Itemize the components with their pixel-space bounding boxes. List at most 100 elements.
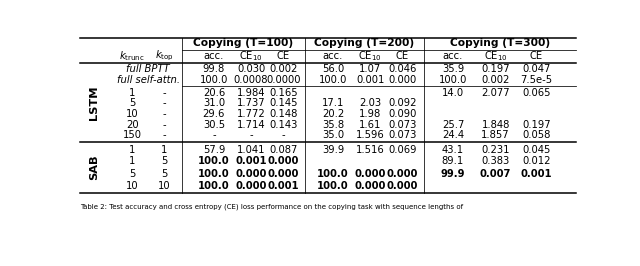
Text: 20.2: 20.2 [322, 109, 344, 119]
Text: 1.857: 1.857 [481, 130, 510, 140]
Text: 100.0: 100.0 [198, 181, 230, 191]
Text: $k_{\mathrm{top}}$: $k_{\mathrm{top}}$ [155, 49, 173, 63]
Text: 5: 5 [161, 156, 168, 166]
Text: 29.6: 29.6 [203, 109, 225, 119]
Text: 1: 1 [129, 145, 135, 155]
Text: 1.984: 1.984 [237, 88, 266, 98]
Text: 0.145: 0.145 [269, 98, 298, 109]
Text: 25.7: 25.7 [442, 120, 464, 130]
Text: 0.002: 0.002 [481, 75, 510, 85]
Text: Copying (T=200): Copying (T=200) [314, 38, 414, 48]
Text: 39.9: 39.9 [322, 145, 344, 155]
Text: acc.: acc. [204, 51, 224, 61]
Text: 35.0: 35.0 [322, 130, 344, 140]
Text: 0.007: 0.007 [480, 169, 511, 179]
Text: 1.516: 1.516 [356, 145, 385, 155]
Text: 150: 150 [123, 130, 141, 140]
Text: 0.030: 0.030 [237, 64, 265, 74]
Text: 1: 1 [129, 156, 135, 166]
Text: SAB: SAB [89, 155, 99, 180]
Text: 99.9: 99.9 [441, 169, 465, 179]
Text: 0.000: 0.000 [236, 181, 267, 191]
Text: 24.4: 24.4 [442, 130, 464, 140]
Text: 0.197: 0.197 [481, 64, 510, 74]
Text: LSTM: LSTM [89, 85, 99, 120]
Text: 0.001: 0.001 [268, 181, 299, 191]
Text: 0.002: 0.002 [269, 64, 298, 74]
Text: 1.848: 1.848 [481, 120, 510, 130]
Text: Copying (T=100): Copying (T=100) [193, 38, 293, 48]
Text: CE: CE [530, 51, 543, 61]
Text: 100.0: 100.0 [198, 169, 230, 179]
Text: -: - [163, 98, 166, 109]
Text: 0.000: 0.000 [268, 169, 299, 179]
Text: 1.772: 1.772 [237, 109, 266, 119]
Text: $k_{\mathrm{trunc}}$: $k_{\mathrm{trunc}}$ [119, 49, 145, 63]
Text: 0.000: 0.000 [387, 181, 418, 191]
Text: 30.5: 30.5 [203, 120, 225, 130]
Text: 100.0: 100.0 [319, 75, 347, 85]
Text: 0.383: 0.383 [481, 156, 510, 166]
Text: 20.6: 20.6 [203, 88, 225, 98]
Text: CE: CE [276, 51, 290, 61]
Text: -: - [212, 130, 216, 140]
Text: 0.001: 0.001 [520, 169, 552, 179]
Text: CE: CE [396, 51, 409, 61]
Text: 10: 10 [158, 181, 171, 191]
Text: 1.61: 1.61 [359, 120, 381, 130]
Text: 0.000: 0.000 [355, 181, 386, 191]
Text: 20: 20 [126, 120, 138, 130]
Text: 5: 5 [161, 169, 168, 179]
Text: 0.045: 0.045 [522, 145, 550, 155]
Text: 0.000: 0.000 [268, 156, 299, 166]
Text: 0.0000: 0.0000 [266, 75, 301, 85]
Text: 0.165: 0.165 [269, 88, 298, 98]
Text: 99.8: 99.8 [203, 64, 225, 74]
Text: 35.8: 35.8 [322, 120, 344, 130]
Text: Copying (T=300): Copying (T=300) [450, 38, 550, 48]
Text: 0.000: 0.000 [387, 169, 418, 179]
Text: CE$_{10}$: CE$_{10}$ [358, 49, 382, 63]
Text: full self-attn.: full self-attn. [116, 75, 180, 85]
Text: 5: 5 [129, 98, 135, 109]
Text: 2.03: 2.03 [359, 98, 381, 109]
Text: full BPTT: full BPTT [126, 64, 170, 74]
Text: 0.143: 0.143 [269, 120, 298, 130]
Text: 0.058: 0.058 [522, 130, 550, 140]
Text: -: - [163, 109, 166, 119]
Text: 0.073: 0.073 [388, 120, 417, 130]
Text: 1: 1 [129, 88, 135, 98]
Text: 1.041: 1.041 [237, 145, 266, 155]
Text: 43.1: 43.1 [442, 145, 464, 155]
Text: 0.069: 0.069 [388, 145, 417, 155]
Text: 56.0: 56.0 [322, 64, 344, 74]
Text: CE$_{10}$: CE$_{10}$ [239, 49, 263, 63]
Text: 1.737: 1.737 [237, 98, 266, 109]
Text: -: - [282, 130, 285, 140]
Text: CE$_{10}$: CE$_{10}$ [484, 49, 508, 63]
Text: 0.0008: 0.0008 [234, 75, 268, 85]
Text: 31.0: 31.0 [203, 98, 225, 109]
Text: -: - [163, 120, 166, 130]
Text: 0.065: 0.065 [522, 88, 550, 98]
Text: 7.5e-5: 7.5e-5 [520, 75, 552, 85]
Text: 57.9: 57.9 [203, 145, 225, 155]
Text: 1.98: 1.98 [359, 109, 381, 119]
Text: -: - [163, 88, 166, 98]
Text: 10: 10 [126, 109, 138, 119]
Text: -: - [250, 130, 253, 140]
Text: 0.197: 0.197 [522, 120, 550, 130]
Text: 0.092: 0.092 [388, 98, 417, 109]
Text: 5: 5 [129, 169, 135, 179]
Text: 100.0: 100.0 [317, 169, 349, 179]
Text: 35.9: 35.9 [442, 64, 464, 74]
Text: 0.000: 0.000 [236, 169, 267, 179]
Text: 0.090: 0.090 [388, 109, 417, 119]
Text: -: - [163, 130, 166, 140]
Text: 89.1: 89.1 [442, 156, 464, 166]
Text: 0.000: 0.000 [388, 75, 417, 85]
Text: 10: 10 [126, 181, 138, 191]
Text: 1.07: 1.07 [359, 64, 381, 74]
Text: 0.148: 0.148 [269, 109, 298, 119]
Text: 2.077: 2.077 [481, 88, 510, 98]
